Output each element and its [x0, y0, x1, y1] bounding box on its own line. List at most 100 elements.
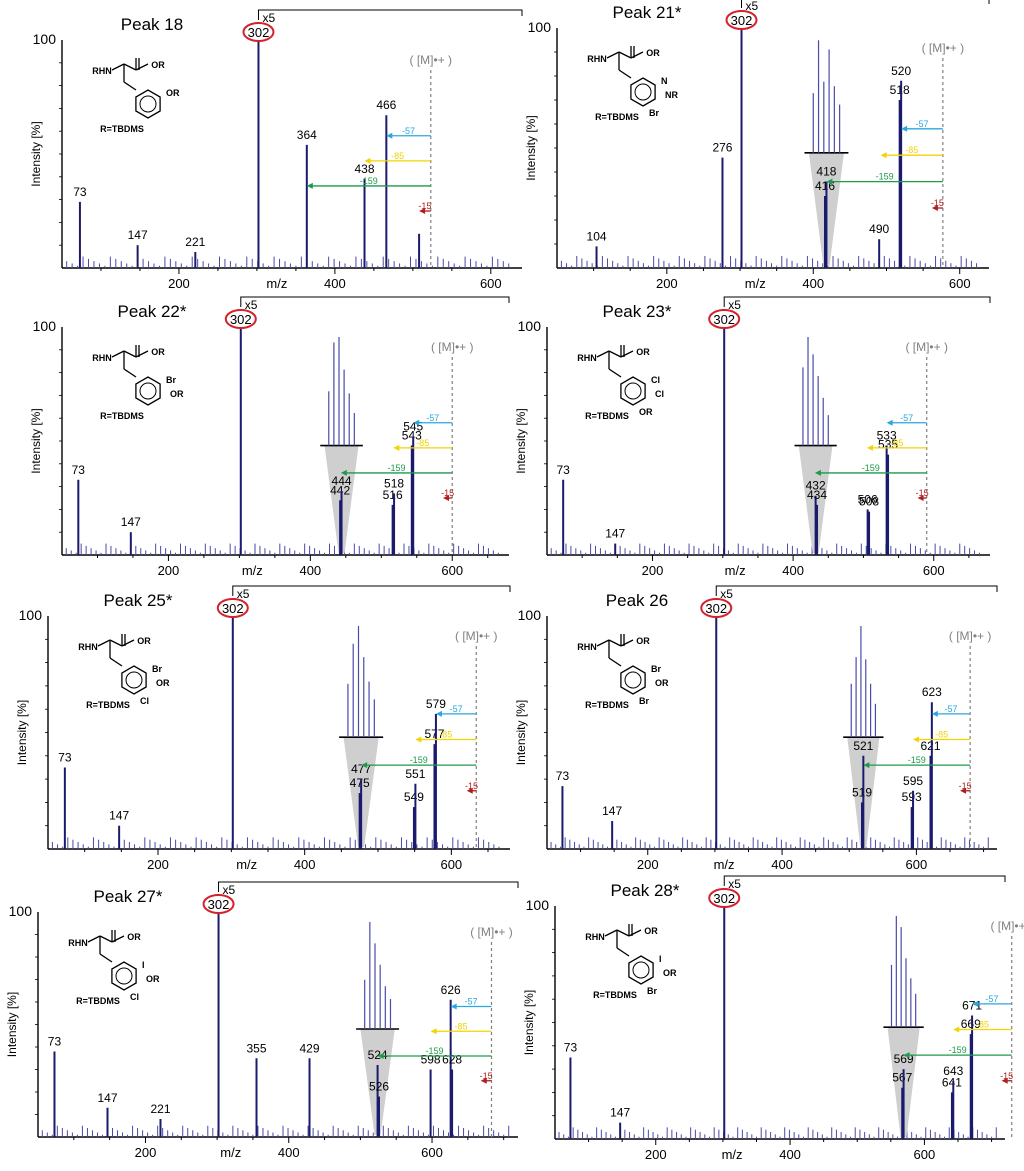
zoom-bracket: [257, 9, 523, 20]
peak-label: 302: [713, 312, 735, 327]
x-tick-label: 600: [914, 1147, 936, 1162]
zoom-bracket: [218, 881, 519, 892]
peak-label: 147: [610, 1106, 630, 1120]
molecule-substituent-label: I: [142, 960, 145, 970]
molecule-substituent-label: Br: [647, 986, 657, 996]
molecule-substituent-label: OR: [156, 678, 170, 688]
loss-arrowhead-icon: [1001, 1077, 1008, 1084]
loss-label: -85: [935, 729, 948, 739]
loss-arrowhead-icon: [415, 736, 422, 743]
molecular-ion-label: ( [M]•+ ): [905, 340, 948, 354]
molecule-or-label: OR: [636, 347, 650, 357]
benzene-ring-icon: [111, 961, 137, 991]
loss-label: -85: [416, 438, 429, 448]
molecule-rhn-label: RHN: [92, 66, 112, 76]
peak-label: 438: [354, 162, 374, 176]
zoom-bracket: [715, 585, 998, 596]
x-tick-label: 600: [923, 563, 945, 578]
zoom-bracket: [232, 585, 511, 596]
x-tick-label: 600: [440, 857, 462, 872]
peak-label: 302: [713, 891, 735, 906]
loss-label: -159: [949, 1045, 967, 1055]
loss-arrowhead-icon: [364, 157, 371, 164]
molecule-substituent-label: Br: [651, 664, 661, 674]
spectrum-panel-6: 200 400 600 100 Intensity [%] m/z x5 Peak 26 RHN…: [514, 585, 998, 872]
benzene-ring-icon: [121, 665, 147, 695]
molecule-rhn-label: RHN: [68, 938, 88, 948]
substituent-note: R=TBDMS: [86, 700, 130, 710]
panel-title: Peak 27*: [94, 887, 163, 906]
loss-arrowhead-icon: [913, 736, 920, 743]
spectrum-panel-5: 200 400 600 100 Intensity [%] m/z x5 Peak 25* RH…: [15, 585, 511, 872]
peak-label: 516: [383, 488, 403, 502]
zoom-label: x5: [728, 298, 741, 312]
molecule-substituent-label: Cl: [655, 389, 664, 399]
peak-label: 432: [806, 479, 826, 493]
peak-label: 551: [405, 767, 425, 781]
molecule-rhn-label: RHN: [587, 54, 607, 64]
peak-label: 302: [208, 897, 230, 912]
x-axis-label: m/z: [745, 276, 766, 291]
loss-label: -159: [388, 463, 406, 473]
peak-label: 569: [894, 1052, 914, 1066]
molecule-substituent-label: Br: [152, 664, 162, 674]
loss-arrowhead-icon: [866, 444, 873, 451]
substituent-note: R=TBDMS: [585, 411, 629, 421]
loss-label: -15: [441, 488, 454, 498]
peak-label: 221: [150, 1102, 170, 1116]
loss-label: -85: [439, 729, 452, 739]
loss-label: -159: [360, 176, 378, 186]
peak-label: 641: [942, 1075, 962, 1089]
peak-label: 147: [97, 1091, 117, 1105]
y-max-label: 100: [9, 903, 33, 919]
peak-label: 444: [332, 474, 352, 488]
peak-label: 434: [807, 488, 827, 502]
panel-title: Peak 28*: [611, 881, 680, 900]
peak-label: 506: [858, 492, 878, 506]
peak-label: 104: [587, 229, 607, 243]
loss-label: -15: [959, 781, 972, 791]
benzene-ring-icon: [628, 955, 654, 985]
x-tick-label: 200: [642, 563, 664, 578]
peak-label: 567: [892, 1071, 912, 1085]
peak-label: 533: [877, 429, 897, 443]
molecule-substituent-label: Cl: [140, 696, 149, 706]
peak-label: 302: [222, 601, 244, 616]
peak-label: 429: [300, 1041, 320, 1055]
base-peak-ring: [708, 309, 741, 329]
x-axis-label: m/z: [242, 563, 263, 578]
loss-label: -57: [426, 413, 439, 423]
loss-label: -159: [410, 755, 428, 765]
zoom-label: x5: [223, 883, 236, 897]
y-max-label: 100: [528, 19, 552, 35]
x-tick-label: 600: [441, 563, 463, 578]
loss-label: -85: [976, 1019, 989, 1029]
molecule-rhn-label: RHN: [577, 353, 597, 363]
benzene-ring-icon: [135, 89, 161, 119]
peak-label: 147: [605, 527, 625, 541]
loss-label: -159: [426, 1046, 444, 1056]
molecule-substituent-label: I: [659, 954, 662, 964]
peak-label: 73: [48, 1035, 62, 1049]
panel-title: Peak 23*: [603, 302, 672, 321]
peak-label: 221: [185, 235, 205, 249]
y-axis-label: Intensity [%]: [5, 992, 19, 1057]
x-tick-label: 400: [299, 563, 321, 578]
molecule-substituent-label: OR: [170, 389, 184, 399]
loss-label: -85: [391, 151, 404, 161]
peak-label: 73: [556, 463, 570, 477]
peak-label: 626: [441, 983, 461, 997]
loss-arrowhead-icon: [413, 419, 420, 426]
loss-label: -159: [908, 755, 926, 765]
molecular-ion-label: ( [M]•+ ): [949, 629, 992, 643]
molecule-or-label: OR: [127, 932, 141, 942]
molecular-ion-label: ( [M]•+ ): [410, 53, 453, 67]
peak-label: 518: [890, 83, 910, 97]
molecule-rhn-label: RHN: [585, 932, 605, 942]
zoom-label: x5: [728, 877, 741, 891]
peak-label: 73: [556, 769, 570, 783]
molecule-substituent-label: OR: [146, 974, 160, 984]
molecule-or-label: OR: [151, 60, 165, 70]
loss-arrowhead-icon: [480, 1077, 487, 1084]
